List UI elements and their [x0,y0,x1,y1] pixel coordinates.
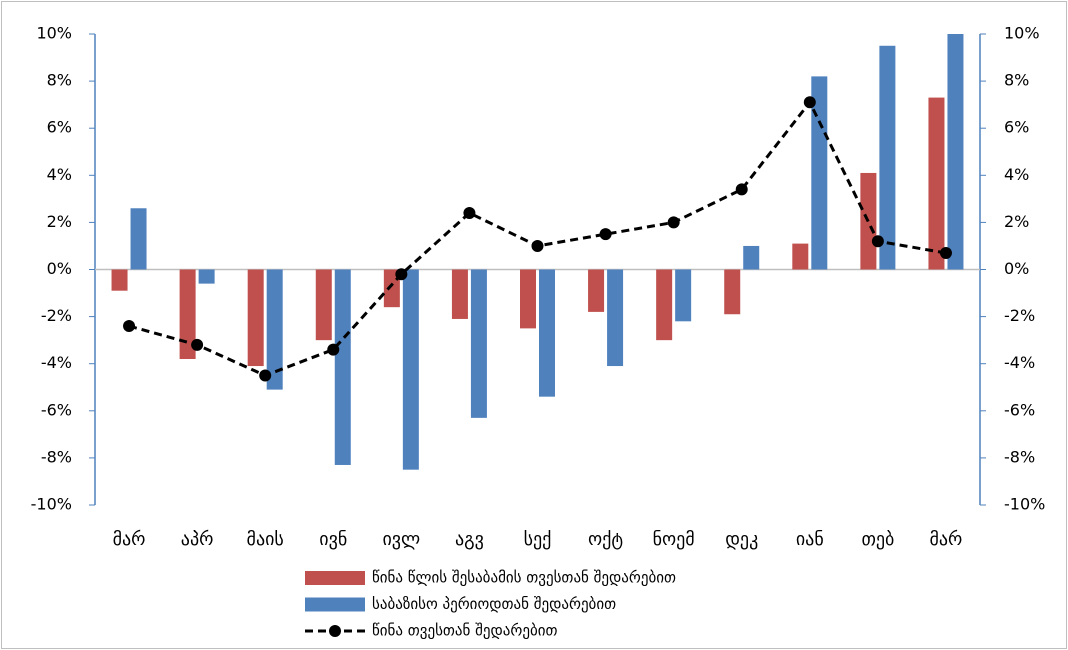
x-tick-label: იან [796,529,824,550]
bar [792,243,809,270]
bar [451,269,468,319]
legend-swatch [305,571,365,585]
bar [470,269,487,418]
line-marker [939,247,952,260]
line-marker [871,235,884,248]
y-tick-label: 2% [47,212,72,231]
y-tick-label: -6% [41,400,72,419]
bar [315,269,332,341]
bar [334,269,351,465]
y-tick-label: -4% [41,353,72,372]
y2-tick-label: 8% [1004,71,1029,90]
legend-swatch [305,597,365,612]
line-marker [191,338,204,351]
bar [179,269,196,359]
x-tick-label: მარ [113,529,146,550]
y2-tick-label: -4% [1004,353,1035,372]
line-marker [259,369,272,382]
legend-label: წინა წლის შესაბამის თვესთან შედარებით [372,569,676,587]
bar [811,76,828,270]
x-tick-label: ივლ [382,529,420,550]
bar [743,245,760,270]
legend-label: საბაზისო პერიოდთან შედარებით [372,595,616,613]
bar [588,269,605,312]
y-tick-label: 10% [36,24,72,43]
bar [656,269,673,341]
x-tick-label: ივნ [319,529,347,550]
line-marker [735,183,748,196]
line-marker [327,343,340,356]
y-tick-label: -10% [31,495,72,514]
bar [247,269,264,367]
x-tick-label: სექ [524,529,552,550]
y2-tick-label: 10% [1004,24,1040,43]
bar [724,269,741,315]
y2-tick-label: 0% [1004,259,1029,278]
y2-tick-label: 6% [1004,118,1029,137]
bar [607,269,624,367]
y2-tick-label: -10% [1004,495,1045,514]
bar [266,269,283,390]
x-tick-label: მაის [247,529,284,550]
x-tick-label: თებ [861,529,894,550]
y2-tick-label: 2% [1004,212,1029,231]
bar [675,269,692,322]
x-tick-label: ნოემ [653,529,695,550]
x-tick-label: დეკ [725,529,758,550]
y2-tick-label: -6% [1004,400,1035,419]
y-tick-label: 0% [47,259,72,278]
bar [879,45,896,270]
y2-tick-label: -8% [1004,447,1035,466]
y-tick-label: 6% [47,118,72,137]
bar [198,269,215,284]
legend-label: წინა თვესთან შედარებით [372,622,558,640]
y-tick-label: 4% [47,165,72,184]
x-tick-label: აგვ [455,529,484,550]
x-tick-label: აპრ [181,529,214,550]
legend-marker [329,625,341,637]
bar [402,269,419,470]
y2-tick-label: 4% [1004,165,1029,184]
bar [947,34,964,270]
bar [520,269,536,329]
bar [539,269,555,397]
x-tick-label: ოქტ [588,529,623,550]
x-tick-label: მარ [930,529,963,550]
line-marker [531,239,544,252]
y-tick-label: 8% [47,71,72,90]
bar [130,208,147,270]
y-tick-label: -8% [41,447,72,466]
line-marker [463,206,476,219]
y2-tick-label: -2% [1004,306,1035,325]
line-marker [395,268,408,281]
y-tick-label: -2% [41,306,72,325]
line-marker [123,320,136,333]
line-marker [803,96,816,109]
bar [928,97,945,270]
bar [111,269,128,291]
line-marker [599,228,612,241]
line-marker [667,216,680,229]
